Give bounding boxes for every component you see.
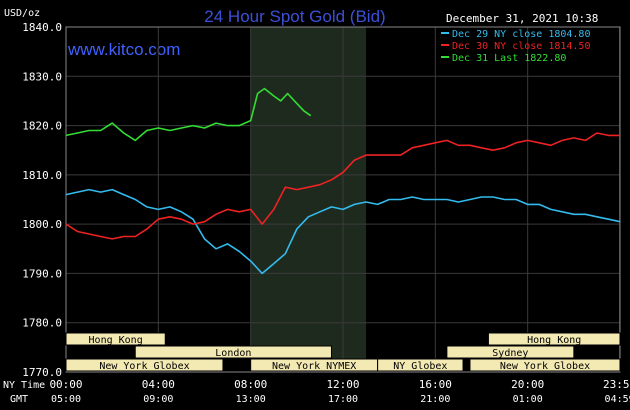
- x-tick-label: 04:00: [142, 378, 175, 391]
- series-line-1: [65, 132, 620, 240]
- gmt-tick-label: 21:00: [420, 394, 450, 405]
- chart-title: 24 Hour Spot Gold (Bid): [204, 7, 385, 26]
- x-tick-label: 12:00: [326, 378, 359, 391]
- session-label: Sydney: [492, 348, 528, 359]
- y-tick-label: 1780.0: [22, 317, 62, 330]
- legend-entry: Dec 31 Last 1822.80: [452, 53, 566, 64]
- legend-entry: Dec 29 NY close 1804.80: [452, 29, 590, 40]
- shaded-session-band: [250, 27, 367, 372]
- y-tick-label: 1790.0: [22, 267, 62, 280]
- y-tick-label: 1810.0: [22, 169, 62, 182]
- series-line-2: [65, 87, 312, 142]
- x-tick-label: 23:59: [603, 378, 630, 391]
- chart-timestamp: December 31, 2021 10:38: [446, 12, 598, 25]
- session-bar: [469, 358, 621, 372]
- x-tick-label: 00:00: [49, 378, 82, 391]
- y-tick-label: 1820.0: [22, 120, 62, 133]
- session-label: New York NYMEX: [272, 361, 356, 372]
- session-bar: [65, 332, 166, 346]
- y-tick-label: 1830.0: [22, 70, 62, 83]
- gmt-tick-label: 09:00: [143, 394, 173, 405]
- plot-frame: [65, 26, 621, 373]
- x-tick-label: 08:00: [234, 378, 267, 391]
- session-bar: [134, 345, 332, 359]
- session-bar: [377, 358, 464, 372]
- session-label: New York Globex: [500, 361, 590, 372]
- gmt-tick-label: 13:00: [236, 394, 266, 405]
- site-watermark: www.kitco.com: [67, 40, 180, 59]
- gmt-tick-label: 05:00: [51, 394, 81, 405]
- x-tick-label: 20:00: [511, 378, 544, 391]
- y-tick-label: 1800.0: [22, 218, 62, 231]
- session-bar: [487, 332, 621, 346]
- session-label: London: [215, 348, 251, 359]
- plot-area: [65, 26, 621, 373]
- x-tick-label: 16:00: [419, 378, 452, 391]
- ny-time-row-label: NY Time: [3, 380, 45, 391]
- session-label: Hong Kong: [89, 335, 143, 346]
- gmt-tick-label: 17:00: [328, 394, 358, 405]
- gmt-row-label: GMT: [10, 394, 28, 405]
- session-bar: [65, 358, 224, 372]
- session-label: New York Globex: [99, 361, 189, 372]
- series-line-0: [65, 188, 621, 275]
- y-tick-label: 1770.0: [22, 366, 62, 379]
- session-label: Hong Kong: [527, 335, 581, 346]
- y-tick-label: 1840.0: [22, 21, 62, 34]
- session-label: NY Globex: [393, 361, 447, 372]
- gmt-tick-label: 01:00: [513, 394, 543, 405]
- gmt-tick-label: 04:59: [605, 394, 630, 405]
- legend-entry: Dec 30 NY close 1814.50: [452, 41, 590, 52]
- axes: 1770.0 1780.0 1790.0 1800.0 1810.0 1820.0 1830…: [22, 21, 630, 405]
- session-bar: [446, 345, 575, 359]
- y-axis-label: USD/oz: [4, 8, 40, 19]
